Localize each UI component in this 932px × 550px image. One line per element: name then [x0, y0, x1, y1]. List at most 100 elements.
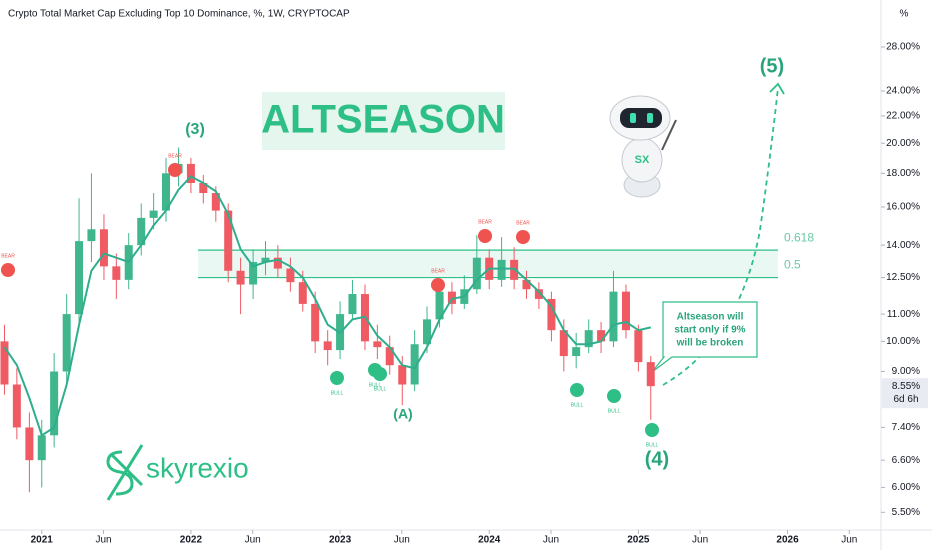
candle-body — [12, 384, 21, 428]
candle-body — [286, 268, 295, 283]
candle-body — [597, 330, 606, 342]
y-tick-label: 11.00% — [887, 309, 920, 320]
wave-label: (3) — [185, 121, 205, 138]
signal-label: BEAR — [478, 219, 492, 225]
y-tick-label: 22.00% — [886, 111, 920, 122]
candle-body — [423, 319, 432, 345]
arrow-head — [769, 82, 785, 95]
x-tick-label: Jun — [692, 535, 708, 546]
x-tick-label: Jun — [245, 535, 261, 546]
candle-body — [559, 330, 568, 357]
signal-label: BEAR — [168, 153, 182, 159]
y-tick-label: 24.00% — [886, 86, 920, 97]
signal-dot — [373, 367, 387, 381]
candle-body — [323, 341, 332, 351]
signal-label: BULL — [608, 408, 621, 414]
signal-dot — [1, 263, 15, 277]
candle-body — [373, 341, 382, 348]
candle-body — [112, 266, 121, 280]
wave-label: (5) — [760, 55, 784, 77]
candle-body — [261, 257, 270, 262]
candle-body — [162, 173, 171, 211]
headline: ALTSEASON — [261, 98, 505, 142]
signal-label: BEAR — [431, 268, 445, 274]
candle-body — [249, 261, 258, 285]
y-tick-label: 20.00% — [886, 138, 920, 149]
x-tick-label: 2025 — [627, 535, 650, 546]
candle-body — [348, 294, 357, 315]
signal-dot — [516, 230, 530, 244]
candle-body — [25, 427, 34, 461]
signal-label: BULL — [646, 442, 659, 448]
x-tick-label: 2023 — [329, 535, 352, 546]
candle-body — [99, 229, 108, 267]
candle-body — [186, 163, 195, 184]
signal-label: BULL — [374, 386, 387, 392]
y-tick-label: 10.00% — [886, 336, 920, 347]
last-price-label: 8.55% — [892, 381, 920, 392]
candle-body — [410, 344, 419, 385]
candle-body — [211, 193, 220, 211]
candle-body — [522, 279, 531, 290]
candle-body — [62, 314, 71, 372]
candle-body — [385, 347, 394, 366]
brand-name: skyrexio — [146, 452, 249, 483]
wave-label: (4) — [645, 448, 669, 470]
headline-box — [262, 92, 505, 150]
candle-body — [534, 289, 543, 299]
y-tick-label: 6.00% — [892, 482, 920, 493]
x-tick-label: Jun — [841, 535, 857, 546]
candle-body — [621, 291, 630, 331]
candle-body — [87, 229, 96, 242]
candle-body — [273, 257, 282, 269]
y-tick-label: 6.60% — [892, 455, 920, 466]
y-tick-label: 7.40% — [892, 422, 920, 433]
candle-body — [199, 183, 208, 194]
callout-text: will be broken — [676, 338, 744, 349]
candle-body — [149, 210, 158, 218]
signal-dot — [478, 229, 492, 243]
y-tick-label: 16.00% — [886, 202, 920, 213]
x-tick-label: Jun — [394, 535, 410, 546]
candle-body — [609, 291, 618, 342]
candle-body — [224, 210, 233, 271]
signal-label: BEAR — [1, 253, 15, 259]
x-tick-label: 2026 — [776, 535, 799, 546]
signal-label: BEAR — [516, 220, 530, 226]
y-tick-label: 14.00% — [886, 240, 920, 251]
candle-body — [236, 270, 245, 285]
candle-body — [37, 435, 46, 461]
y-tick-label: 5.50% — [892, 507, 920, 518]
wave-label: (A) — [393, 406, 412, 422]
x-tick-label: Jun — [95, 535, 111, 546]
robot: SX — [609, 95, 677, 198]
axis-unit: % — [900, 9, 909, 20]
countdown: 6d 6h — [893, 394, 918, 405]
candle-body — [497, 259, 506, 280]
fib-label: 0.618 — [784, 230, 814, 244]
callout-text: Altseason will — [677, 312, 744, 323]
x-tick-label: 2024 — [478, 535, 501, 546]
y-tick-label: 28.00% — [886, 42, 920, 53]
candle-body — [75, 241, 84, 315]
x-tick-label: Jun — [543, 535, 559, 546]
candle-body — [646, 362, 655, 387]
signal-dot — [645, 423, 659, 437]
signal-dot — [330, 371, 344, 385]
candle-body — [547, 298, 556, 331]
candle-body — [435, 291, 444, 320]
candle-body — [447, 291, 456, 304]
signal-label: BULL — [369, 382, 382, 388]
candle-body — [0, 341, 9, 385]
signal-dot — [607, 389, 621, 403]
callout-text: start only if 9% — [674, 325, 745, 336]
svg-text:SX: SX — [635, 154, 650, 166]
brand-logo — [106, 444, 144, 501]
signal-label: BULL — [331, 390, 344, 396]
candle-body — [50, 371, 59, 436]
candle-body — [472, 257, 481, 290]
signal-dot — [570, 383, 584, 397]
candle-body — [311, 303, 320, 342]
signal-dot — [168, 163, 182, 177]
